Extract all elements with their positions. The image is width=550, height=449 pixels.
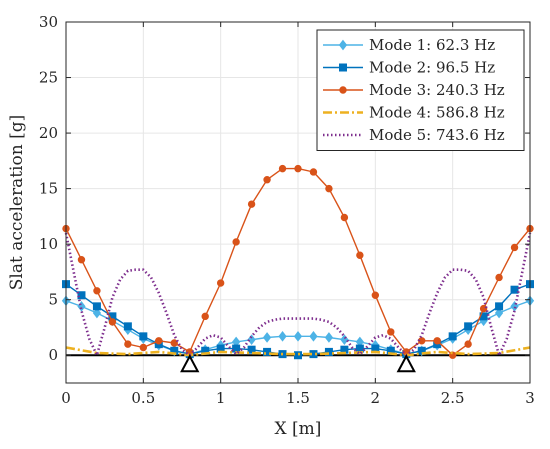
data-point bbox=[155, 337, 163, 345]
data-point bbox=[464, 340, 472, 348]
data-point bbox=[247, 345, 256, 354]
data-point bbox=[77, 256, 86, 264]
legend-entry: Mode 4: 586.8 Hz bbox=[323, 104, 505, 122]
data-point bbox=[77, 291, 86, 300]
y-tick-label: 10 bbox=[39, 235, 58, 253]
y-tick-label: 25 bbox=[39, 69, 58, 87]
data-point bbox=[356, 251, 364, 259]
data-point bbox=[293, 331, 303, 342]
data-point bbox=[494, 307, 504, 319]
data-point bbox=[232, 344, 241, 353]
legend-marker bbox=[338, 39, 348, 51]
data-point bbox=[92, 307, 102, 319]
legend-marker bbox=[339, 86, 347, 94]
data-point bbox=[263, 176, 271, 184]
data-point bbox=[170, 339, 178, 347]
data-point bbox=[294, 164, 302, 173]
data-point bbox=[263, 347, 272, 356]
data-point bbox=[201, 312, 209, 321]
y-tick-label: 5 bbox=[48, 291, 58, 309]
support-triangle bbox=[180, 354, 200, 373]
y-tick-label: 30 bbox=[39, 13, 58, 31]
data-point bbox=[262, 332, 272, 343]
series-5 bbox=[64, 232, 532, 357]
data-point bbox=[216, 279, 225, 287]
data-point bbox=[92, 302, 101, 311]
data-point bbox=[278, 331, 287, 342]
y-tick-label: 0 bbox=[48, 346, 58, 364]
series-group bbox=[61, 164, 535, 360]
data-point bbox=[324, 347, 333, 356]
data-point bbox=[309, 331, 318, 342]
x-tick-label: 3 bbox=[525, 389, 535, 407]
data-point bbox=[510, 243, 519, 252]
legend-entry: Mode 3: 240.3 Hz bbox=[323, 81, 505, 99]
data-point bbox=[433, 337, 441, 345]
data-point bbox=[108, 318, 117, 326]
data-point bbox=[123, 322, 132, 331]
data-point bbox=[495, 273, 503, 282]
legend-label: Mode 2: 96.5 Hz bbox=[369, 59, 495, 77]
data-point bbox=[355, 344, 364, 353]
data-point bbox=[247, 334, 256, 345]
x-tick-label: 1 bbox=[216, 389, 226, 407]
data-point bbox=[448, 332, 457, 341]
x-tick-label: 2 bbox=[371, 389, 381, 407]
series-line bbox=[64, 232, 532, 357]
data-point bbox=[448, 351, 457, 359]
series-4 bbox=[65, 346, 531, 357]
legend-label: Mode 3: 240.3 Hz bbox=[369, 81, 505, 99]
x-tick-label: 2.5 bbox=[441, 389, 465, 407]
data-point bbox=[325, 184, 333, 193]
legend-marker bbox=[339, 63, 347, 72]
data-point bbox=[139, 343, 148, 352]
data-point bbox=[93, 287, 101, 295]
x-axis-title: X [m] bbox=[275, 419, 322, 439]
x-tick-label: 0.5 bbox=[131, 389, 155, 407]
y-axis-title: Slat acceleration [g] bbox=[7, 115, 27, 290]
legend-label: Mode 4: 586.8 Hz bbox=[369, 104, 505, 122]
data-point bbox=[124, 340, 132, 348]
legend: Mode 1: 62.3 Hz Mode 2: 96.5 Hz Mode 3: 24… bbox=[316, 29, 525, 151]
data-point bbox=[495, 302, 504, 311]
data-point bbox=[464, 322, 473, 331]
x-tick-label: 0 bbox=[61, 389, 71, 407]
y-tick-label: 20 bbox=[39, 124, 58, 142]
data-point bbox=[278, 164, 287, 173]
data-point bbox=[340, 213, 349, 222]
data-point bbox=[387, 328, 395, 336]
support-triangle bbox=[396, 354, 416, 373]
data-point bbox=[371, 291, 380, 299]
y-tick-label: 15 bbox=[39, 180, 58, 198]
x-tick-label: 1.5 bbox=[286, 389, 310, 407]
legend-label: Mode 5: 743.6 Hz bbox=[369, 126, 505, 144]
legend-label: Mode 1: 62.3 Hz bbox=[369, 36, 495, 54]
supports bbox=[180, 354, 416, 373]
data-point bbox=[247, 200, 256, 208]
legend-entry: Mode 2: 96.5 Hz bbox=[323, 59, 495, 77]
data-point bbox=[309, 168, 318, 176]
data-point bbox=[417, 346, 426, 355]
data-point bbox=[324, 332, 334, 343]
data-point bbox=[139, 332, 148, 341]
legend-entry: Mode 1: 62.3 Hz bbox=[323, 36, 495, 54]
legend-entry: Mode 5: 743.6 Hz bbox=[323, 126, 505, 144]
series-line bbox=[65, 346, 531, 357]
data-point bbox=[294, 351, 302, 360]
data-point bbox=[510, 285, 519, 294]
data-point bbox=[232, 238, 240, 246]
